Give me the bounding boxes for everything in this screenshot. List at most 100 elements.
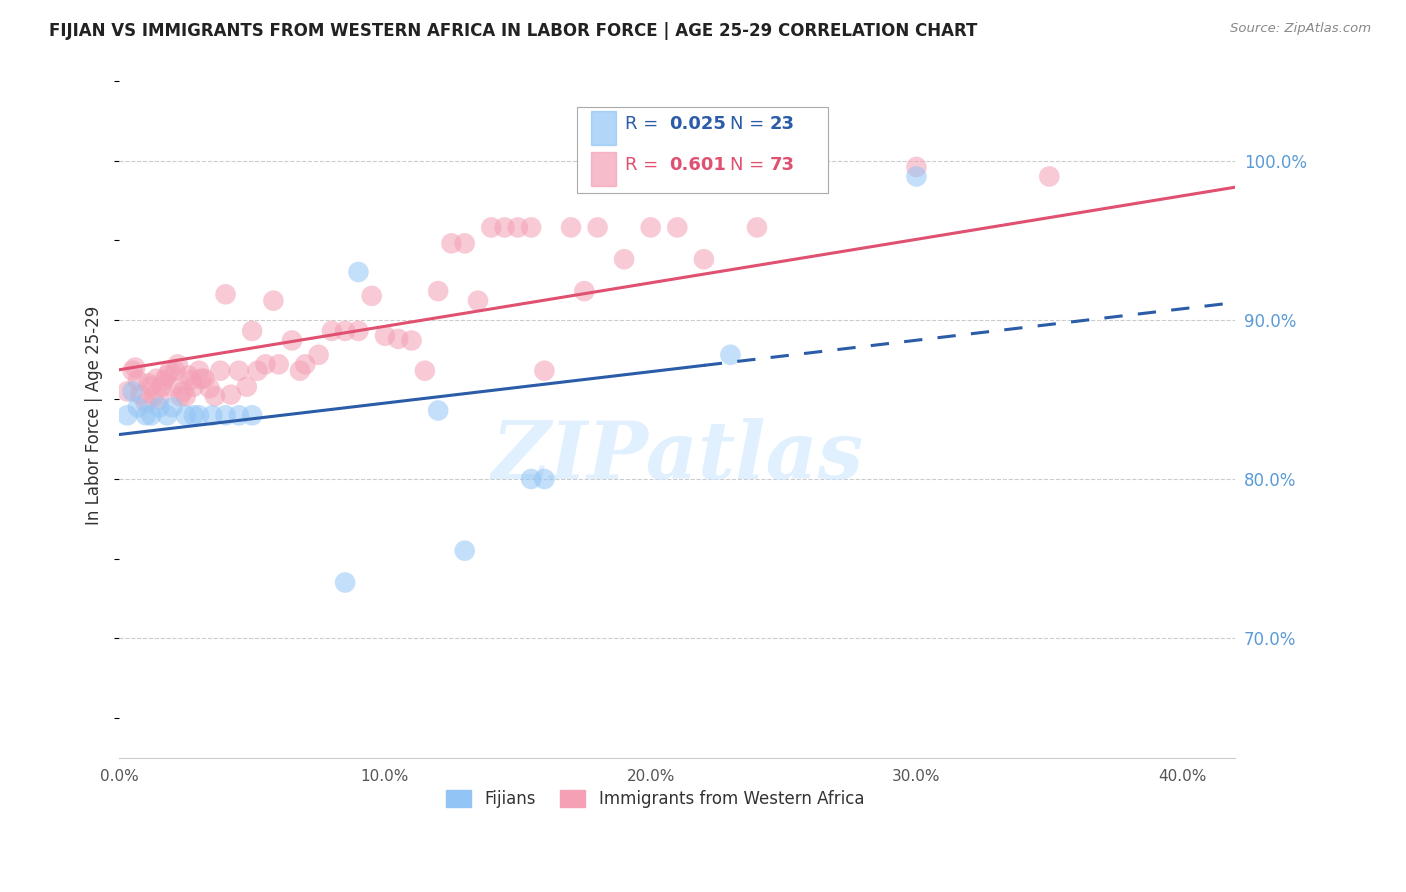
Point [166, 357, 188, 371]
Point [156, 409, 179, 423]
Point [236, 379, 259, 393]
Point [148, 401, 170, 415]
Point [494, 220, 516, 235]
Point [613, 252, 636, 267]
Point [124, 360, 146, 375]
Point [177, 368, 200, 383]
Point [454, 543, 477, 558]
Point [413, 364, 436, 378]
Text: Source: ZipAtlas.com: Source: ZipAtlas.com [1230, 22, 1371, 36]
Point [799, 164, 821, 178]
Point [905, 160, 928, 174]
Point [262, 293, 284, 308]
Text: 0.601: 0.601 [669, 156, 727, 175]
Text: 23: 23 [770, 115, 794, 133]
Point [560, 220, 582, 235]
Point [427, 403, 450, 417]
Point [254, 357, 277, 371]
Legend: Fijians, Immigrants from Western Africa: Fijians, Immigrants from Western Africa [439, 783, 870, 814]
Point [183, 379, 205, 393]
Point [183, 409, 205, 423]
Point [148, 392, 170, 407]
Point [1038, 169, 1060, 184]
Point [190, 372, 212, 386]
Point [174, 389, 197, 403]
Point [127, 401, 149, 415]
Point [201, 409, 224, 423]
Point [347, 265, 370, 279]
Point [127, 373, 149, 387]
Point [121, 364, 143, 378]
Text: 0.025: 0.025 [669, 115, 727, 133]
Text: FIJIAN VS IMMIGRANTS FROM WESTERN AFRICA IN LABOR FORCE | AGE 25-29 CORRELATION : FIJIAN VS IMMIGRANTS FROM WESTERN AFRICA… [49, 22, 977, 40]
Point [162, 401, 184, 415]
Point [281, 334, 304, 348]
Point [145, 372, 167, 386]
Point [533, 364, 555, 378]
Point [267, 357, 290, 371]
Point [156, 368, 179, 383]
Point [574, 284, 596, 298]
Point [333, 324, 356, 338]
Point [401, 334, 423, 348]
Point [240, 324, 263, 338]
Point [188, 409, 211, 423]
Point [209, 364, 232, 378]
Point [198, 381, 221, 395]
Point [454, 236, 477, 251]
Point [121, 384, 143, 399]
Point [228, 364, 250, 378]
Point [159, 364, 181, 378]
Text: N =: N = [730, 115, 769, 133]
Point [141, 409, 163, 423]
Point [142, 389, 165, 403]
Point [347, 324, 370, 338]
Point [129, 387, 152, 401]
Point [520, 220, 543, 235]
Point [693, 252, 716, 267]
Point [162, 379, 184, 393]
Point [666, 220, 689, 235]
Text: R =: R = [624, 115, 664, 133]
Point [180, 373, 202, 387]
Text: ZIPatlas: ZIPatlas [491, 417, 863, 495]
Y-axis label: In Labor Force | Age 25-29: In Labor Force | Age 25-29 [86, 306, 103, 524]
Bar [592, 152, 616, 186]
Point [374, 328, 396, 343]
Point [117, 409, 139, 423]
Point [135, 409, 157, 423]
Point [905, 169, 928, 184]
Point [321, 324, 343, 338]
Point [440, 236, 463, 251]
Text: R =: R = [624, 156, 664, 175]
Point [135, 395, 157, 409]
Point [308, 348, 330, 362]
Point [150, 379, 173, 393]
Point [193, 372, 215, 386]
Point [427, 284, 450, 298]
Text: 73: 73 [770, 156, 794, 175]
Point [520, 472, 543, 486]
Point [174, 409, 197, 423]
Point [214, 409, 236, 423]
Point [228, 409, 250, 423]
Point [246, 364, 269, 378]
Point [720, 348, 742, 362]
Point [745, 220, 768, 235]
Point [214, 287, 236, 301]
Point [533, 472, 555, 486]
Point [204, 389, 226, 403]
Point [240, 409, 263, 423]
Point [640, 220, 662, 235]
Point [360, 289, 382, 303]
Point [219, 387, 242, 401]
FancyBboxPatch shape [576, 107, 828, 193]
Point [479, 220, 502, 235]
Text: N =: N = [730, 156, 769, 175]
Point [141, 379, 163, 393]
Point [288, 364, 311, 378]
Point [506, 220, 529, 235]
Point [117, 384, 139, 399]
Point [333, 575, 356, 590]
Point [772, 172, 794, 186]
